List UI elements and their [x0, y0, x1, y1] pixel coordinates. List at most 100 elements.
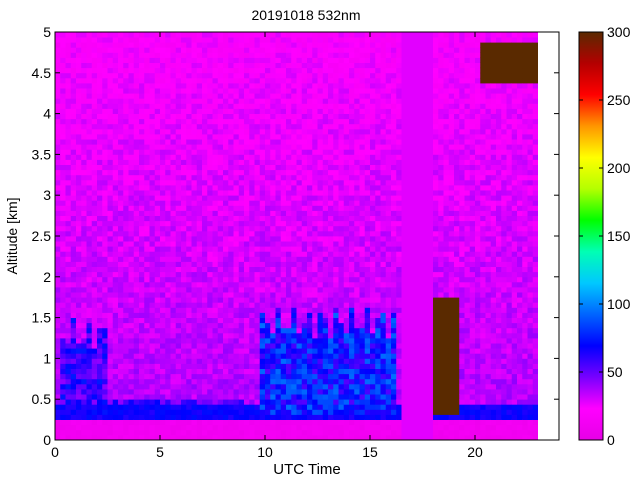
heatmap-cell: [81, 419, 87, 426]
heatmap-cell: [280, 404, 287, 410]
heatmap-cell: [139, 383, 145, 390]
heatmap-cell: [65, 67, 72, 74]
heatmap-cell: [144, 424, 150, 431]
heatmap-cell: [249, 149, 255, 155]
heatmap-cell: [364, 434, 371, 441]
heatmap-cell: [186, 281, 192, 288]
heatmap-cell: [55, 57, 61, 63]
heatmap-cell: [301, 210, 308, 216]
heatmap-cell: [123, 312, 129, 318]
heatmap-cell: [144, 281, 150, 288]
heatmap-cell: [144, 77, 150, 84]
heatmap-cell: [254, 246, 261, 252]
heatmap-cell: [139, 343, 145, 349]
heatmap-cell: [307, 195, 313, 201]
heatmap-cell: [370, 32, 376, 38]
heatmap-cell: [165, 164, 171, 171]
heatmap-cell: [165, 302, 171, 308]
heatmap-cell: [65, 414, 72, 420]
heatmap-cell: [233, 394, 240, 400]
heatmap-cell: [296, 200, 303, 206]
heatmap-cell: [333, 389, 339, 395]
heatmap-cell: [160, 287, 166, 293]
heatmap-cell: [296, 251, 303, 257]
heatmap-cell: [91, 322, 98, 329]
heatmap-cell: [154, 287, 161, 293]
heatmap-cell: [254, 312, 261, 318]
heatmap-cell: [112, 378, 119, 385]
heatmap-cell: [65, 327, 72, 334]
heatmap-cell: [349, 358, 355, 364]
heatmap-cell: [312, 103, 318, 109]
heatmap-cell: [97, 271, 103, 278]
heatmap-cell: [364, 271, 371, 278]
heatmap-cell: [254, 108, 261, 114]
heatmap-cell: [354, 149, 360, 155]
heatmap-cell: [55, 246, 61, 252]
heatmap-cell: [343, 215, 350, 222]
heatmap-cell: [259, 312, 266, 318]
heatmap-cell: [265, 205, 271, 211]
heatmap-cell: [154, 281, 161, 288]
heatmap-cell: [244, 77, 250, 84]
heatmap-cell: [307, 287, 313, 293]
heatmap-cell: [86, 281, 93, 288]
heatmap-cell: [317, 404, 324, 410]
heatmap-cell: [191, 338, 198, 344]
heatmap-cell: [76, 353, 82, 359]
heatmap-cell: [301, 185, 308, 191]
heatmap-cell: [91, 200, 98, 206]
heatmap-cell: [238, 348, 245, 354]
heatmap-cell: [307, 128, 313, 135]
heatmap-cell: [212, 42, 219, 48]
heatmap-cell: [107, 195, 114, 201]
heatmap-cell: [265, 144, 271, 150]
heatmap-cell: [333, 322, 339, 329]
heatmap-cell: [144, 383, 150, 390]
heatmap-cell: [170, 241, 177, 247]
heatmap-cell: [238, 225, 245, 232]
heatmap-cell: [338, 394, 345, 400]
heatmap-cell: [317, 312, 324, 318]
heatmap-cell: [128, 292, 135, 298]
heatmap-cell: [364, 302, 371, 308]
heatmap-cell: [186, 169, 192, 176]
heatmap-cell: [322, 174, 329, 181]
heatmap-cell: [254, 327, 261, 334]
heatmap-cell: [364, 419, 371, 426]
heatmap-cell: [375, 434, 381, 441]
heatmap-cell: [160, 241, 166, 247]
heatmap-cell: [76, 434, 82, 441]
heatmap-cell: [259, 179, 266, 186]
heatmap-cell: [280, 174, 287, 181]
heatmap-cell: [233, 185, 240, 191]
heatmap-cell: [228, 409, 234, 415]
heatmap-cell: [170, 83, 177, 89]
heatmap-cell: [55, 307, 61, 313]
heatmap-cell: [175, 174, 182, 181]
heatmap-cell: [165, 241, 171, 247]
heatmap-cell: [322, 292, 329, 298]
heatmap-cell: [149, 37, 156, 43]
heatmap-cell: [249, 67, 255, 74]
heatmap-cell: [249, 205, 255, 211]
heatmap-cell: [259, 241, 266, 247]
heatmap-cell: [133, 103, 140, 109]
heatmap-cell: [212, 246, 219, 252]
heatmap-cell: [307, 399, 313, 405]
heatmap-cell: [328, 251, 334, 257]
heatmap-cell: [280, 200, 287, 206]
heatmap-cell: [228, 429, 234, 436]
heatmap-cell: [249, 236, 255, 242]
heatmap-cell: [354, 378, 360, 385]
heatmap-cell: [191, 373, 198, 380]
heatmap-cell: [55, 88, 61, 94]
heatmap-cell: [328, 195, 334, 201]
heatmap-cell: [223, 230, 229, 237]
heatmap-cell: [370, 399, 376, 405]
heatmap-cell: [91, 134, 98, 140]
heatmap-cell: [181, 241, 187, 247]
heatmap-cell: [370, 118, 376, 125]
heatmap-cell: [186, 394, 192, 400]
heatmap-cell: [238, 195, 245, 201]
